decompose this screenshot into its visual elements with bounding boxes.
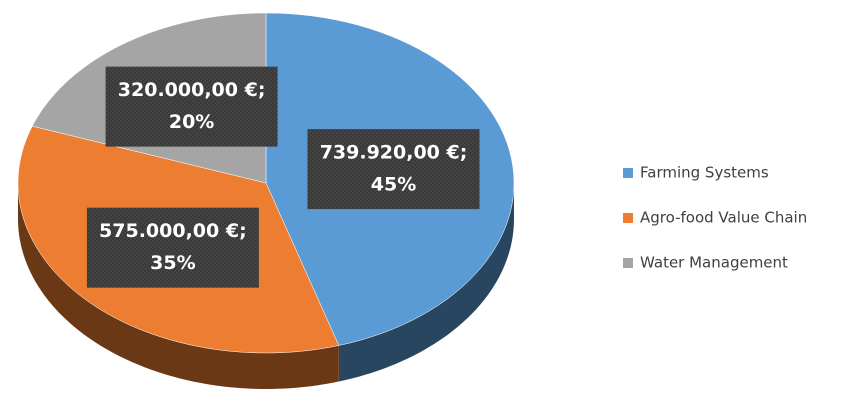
data-label-percent: 20% xyxy=(169,111,214,133)
data-label: 739.920,00 €; xyxy=(320,142,468,164)
legend-label: Farming Systems xyxy=(640,164,769,182)
legend-swatch xyxy=(623,168,633,178)
data-label-box xyxy=(307,129,480,210)
pie-slice-side xyxy=(338,183,514,382)
data-label-box xyxy=(105,66,278,147)
data-label-percent: 45% xyxy=(371,174,416,196)
legend-label: Agro-food Value Chain xyxy=(640,209,807,227)
legend-swatch xyxy=(623,213,633,223)
data-label: 575.000,00 €; xyxy=(99,220,247,242)
legend-swatch xyxy=(623,258,633,268)
data-label: 320.000,00 €; xyxy=(118,79,266,101)
data-label-percent: 35% xyxy=(150,252,195,274)
data-label-box xyxy=(86,207,259,288)
pie-slice-side xyxy=(18,183,339,389)
legend-label: Water Management xyxy=(640,254,788,272)
